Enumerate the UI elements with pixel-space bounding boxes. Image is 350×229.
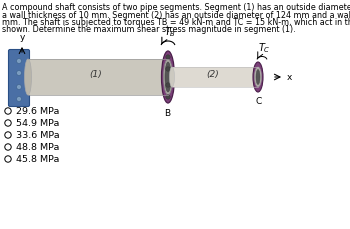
Text: $T_B$: $T_B$ — [164, 25, 176, 39]
Ellipse shape — [161, 52, 175, 104]
Text: 54.9 MPa: 54.9 MPa — [16, 119, 60, 128]
Text: mm. The shaft is subjected to torques TB = 49 kN-m and TC = 15 kN-m, which act i: mm. The shaft is subjected to torques TB… — [2, 18, 350, 27]
Text: A compound shaft consists of two pipe segments. Segment (1) has an outside diame: A compound shaft consists of two pipe se… — [2, 3, 350, 12]
Circle shape — [166, 95, 170, 100]
Text: C: C — [256, 97, 262, 106]
Ellipse shape — [254, 68, 261, 88]
Ellipse shape — [164, 60, 172, 95]
Text: shown. Determine the maximum shear stress magnitude in segment (1).: shown. Determine the maximum shear stres… — [2, 25, 296, 34]
Circle shape — [16, 71, 21, 76]
Circle shape — [166, 56, 170, 60]
Ellipse shape — [165, 63, 171, 93]
Text: y: y — [19, 33, 25, 42]
Circle shape — [16, 59, 21, 64]
Text: (2): (2) — [206, 70, 219, 79]
Text: (1): (1) — [90, 70, 102, 79]
Text: $T_C$: $T_C$ — [258, 41, 270, 55]
Circle shape — [166, 68, 170, 72]
Ellipse shape — [256, 70, 260, 85]
Text: x: x — [287, 73, 292, 82]
Text: a wall thickness of 10 mm. Segment (2) has an outside diameter of 124 mm and a w: a wall thickness of 10 mm. Segment (2) h… — [2, 11, 350, 19]
Bar — [28, 60, 168, 95]
Circle shape — [16, 97, 21, 102]
Text: 48.8 MPa: 48.8 MPa — [16, 143, 60, 152]
FancyBboxPatch shape — [8, 50, 29, 107]
Ellipse shape — [25, 60, 32, 95]
Text: 33.6 MPa: 33.6 MPa — [16, 131, 60, 140]
Ellipse shape — [253, 63, 263, 93]
Ellipse shape — [169, 68, 175, 88]
Text: 45.8 MPa: 45.8 MPa — [16, 155, 60, 164]
Ellipse shape — [163, 60, 173, 95]
Text: 29.6 MPa: 29.6 MPa — [16, 107, 60, 116]
Circle shape — [166, 83, 170, 88]
Text: B: B — [164, 109, 170, 117]
Bar — [172, 68, 258, 88]
Circle shape — [16, 85, 21, 90]
Ellipse shape — [166, 63, 170, 92]
